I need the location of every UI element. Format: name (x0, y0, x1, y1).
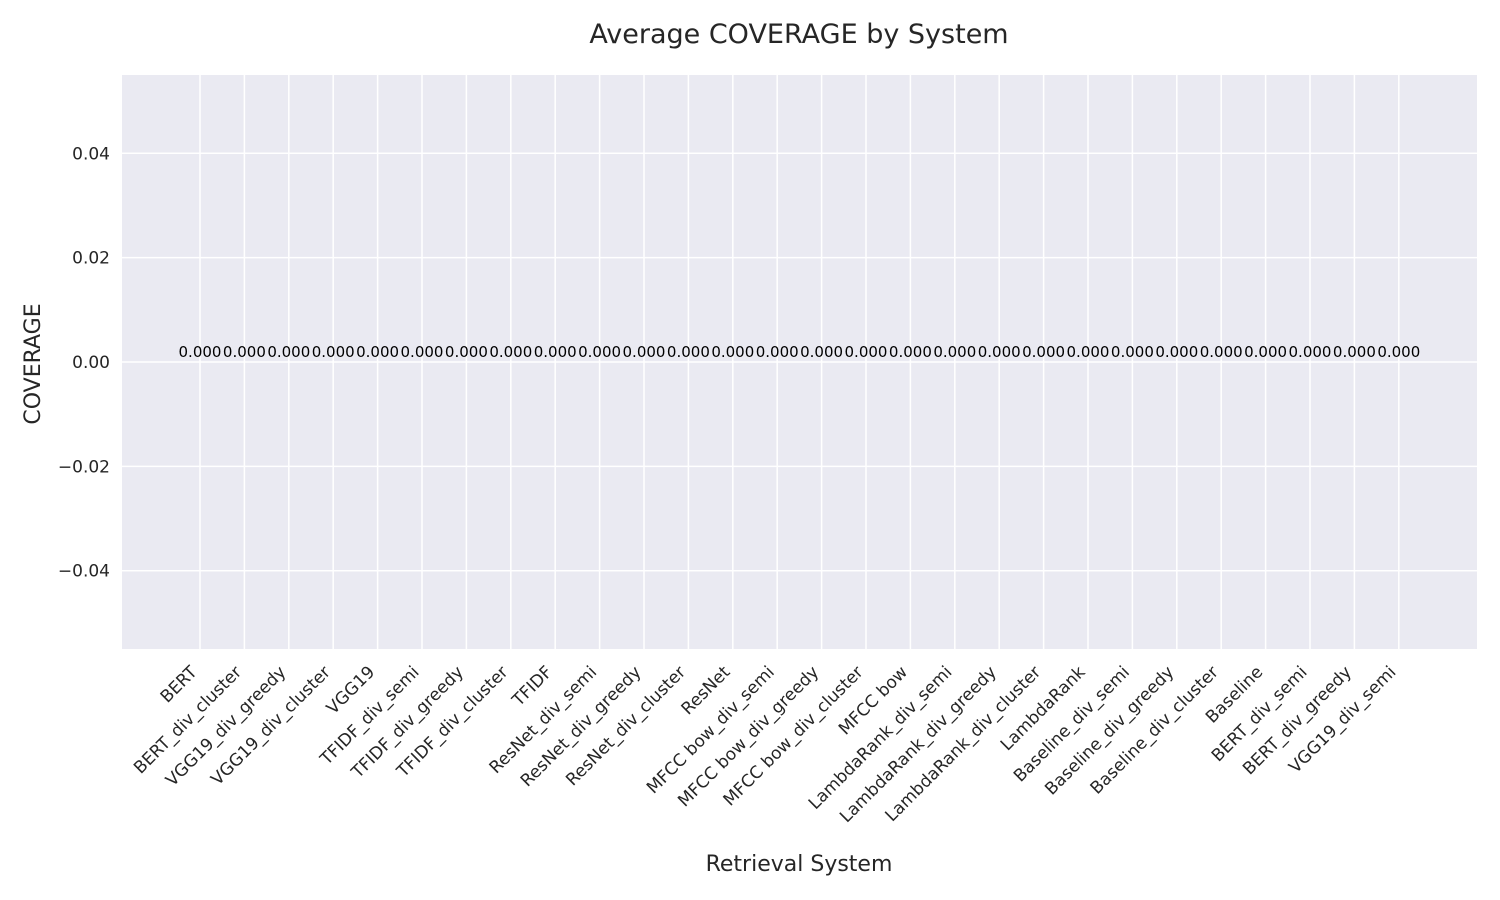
bar-value-label: 0.000 (889, 343, 932, 361)
x-axis-ticks: BERTBERT_div_clusterVGG19_div_greedyVGG1… (130, 662, 1400, 827)
bar-value-label: 0.000 (978, 343, 1021, 361)
bar-value-label: 0.000 (401, 343, 444, 361)
bar-value-label: 0.000 (1333, 343, 1376, 361)
bar-value-label: 0.000 (445, 343, 488, 361)
y-tick-label: 0.02 (72, 249, 110, 269)
chart-title: Average COVERAGE by System (589, 19, 1008, 50)
bar-value-label: 0.000 (534, 343, 577, 361)
grid-layer (122, 75, 1477, 649)
bar-value-label: 0.000 (933, 343, 976, 361)
y-tick-label: 0.00 (72, 353, 110, 373)
bar-value-label: 0.000 (623, 343, 666, 361)
bar-value-label: 0.000 (1067, 343, 1110, 361)
bar-value-label: 0.000 (1377, 343, 1420, 361)
bar-value-label: 0.000 (1289, 343, 1332, 361)
bar-value-label: 0.000 (1155, 343, 1198, 361)
y-axis-ticks: 0.04 0.02 0.00 −0.02 −0.04 (58, 144, 110, 581)
bar-value-label: 0.000 (489, 343, 532, 361)
bar-value-label: 0.000 (267, 343, 310, 361)
bar-value-label: 0.000 (711, 343, 754, 361)
bar-value-label: 0.000 (756, 343, 799, 361)
bar-value-label: 0.000 (667, 343, 710, 361)
bar-value-label: 0.000 (1111, 343, 1154, 361)
bar-value-label: 0.000 (1022, 343, 1065, 361)
y-axis-label: COVERAGE (21, 303, 46, 424)
y-tick-label: −0.02 (58, 457, 110, 477)
y-tick-label: −0.04 (58, 562, 110, 582)
x-axis-label: Retrieval System (706, 852, 893, 877)
bar-value-label: 0.000 (179, 343, 222, 361)
bar-value-label: 0.000 (845, 343, 888, 361)
bar-value-label: 0.000 (1200, 343, 1243, 361)
bar-value-label: 0.000 (356, 343, 399, 361)
bar-value-label: 0.000 (223, 343, 266, 361)
bar-value-label: 0.000 (1244, 343, 1287, 361)
bar-value-label: 0.000 (578, 343, 621, 361)
bar-value-label: 0.000 (800, 343, 843, 361)
data-label-layer: 0.000 0.000 0.000 0.000 0.000 0.000 0.000 0.000… (179, 343, 1421, 361)
bar-value-label: 0.000 (312, 343, 355, 361)
y-tick-label: 0.04 (72, 144, 110, 164)
